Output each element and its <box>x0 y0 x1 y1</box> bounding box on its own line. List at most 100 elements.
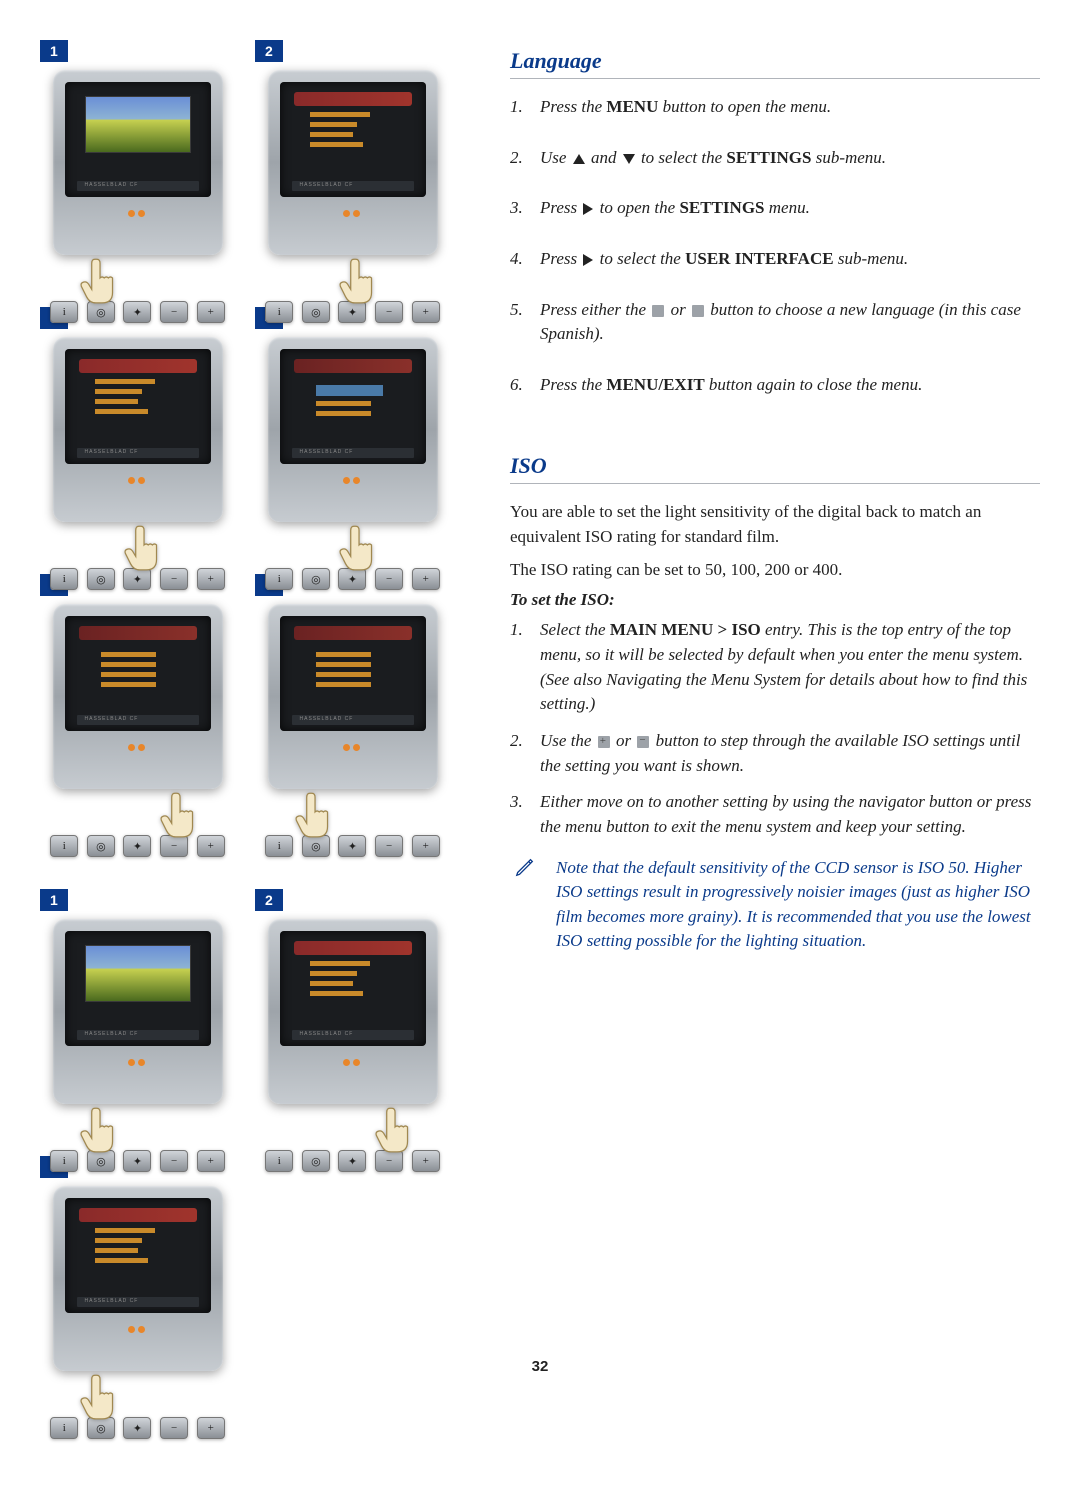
device-screen <box>65 349 211 464</box>
iso-heading: ISO <box>510 453 1040 484</box>
device-screen <box>280 349 426 464</box>
device-button[interactable]: i <box>265 1150 293 1172</box>
device-button[interactable]: − <box>160 1417 188 1439</box>
device-button[interactable]: ✦ <box>123 1417 151 1439</box>
step-item: Press either the or button to choose a n… <box>510 298 1040 347</box>
pen-note-icon <box>510 856 536 955</box>
device-button[interactable]: ✦ <box>123 1150 151 1172</box>
device-mock <box>53 70 223 255</box>
device-button[interactable]: ✦ <box>123 301 151 323</box>
device-button[interactable]: i <box>50 301 78 323</box>
device-button[interactable]: − <box>375 301 403 323</box>
device-button[interactable]: ◎ <box>87 1417 115 1439</box>
iso-intro-1: You are able to set the light sensitivit… <box>510 500 1040 549</box>
step-text: Press the <box>540 97 606 116</box>
device-button[interactable]: + <box>412 1150 440 1172</box>
device-button[interactable]: ◎ <box>302 1150 330 1172</box>
device-button[interactable]: − <box>160 301 188 323</box>
device-button[interactable]: i <box>50 1150 78 1172</box>
device-button[interactable]: ◎ <box>302 301 330 323</box>
device-button[interactable]: ◎ <box>87 1150 115 1172</box>
thumb-cell-4: 4 i ◎ ✦ − + <box>255 307 450 562</box>
device-button[interactable]: + <box>197 1417 225 1439</box>
device-button[interactable]: + <box>412 301 440 323</box>
step-text: Use <box>540 148 571 167</box>
square-button-icon <box>692 305 704 317</box>
device-button[interactable]: ◎ <box>87 568 115 590</box>
device-button[interactable]: + <box>197 1150 225 1172</box>
device-button[interactable]: ✦ <box>338 568 366 590</box>
device-button[interactable]: + <box>197 301 225 323</box>
step-text: Press <box>540 249 581 268</box>
device-button[interactable]: ✦ <box>338 301 366 323</box>
minus-button-icon <box>637 736 649 748</box>
step-bold: SETTINGS <box>679 198 764 217</box>
step-bold: MAIN MENU > ISO <box>610 620 761 639</box>
step-bold: MENU <box>606 97 658 116</box>
step-badge: 1 <box>40 40 68 62</box>
step-badge: 1 <box>40 889 68 911</box>
device-button[interactable]: ◎ <box>87 301 115 323</box>
device-button[interactable]: − <box>160 1150 188 1172</box>
step-text: Use the <box>540 731 596 750</box>
device-button[interactable]: ✦ <box>338 1150 366 1172</box>
device-mock <box>268 604 438 789</box>
device-button[interactable]: i <box>265 835 293 857</box>
device-button[interactable]: − <box>375 1150 403 1172</box>
device-button[interactable]: ◎ <box>87 835 115 857</box>
language-steps: Press the MENU button to open the menu. … <box>510 95 1040 397</box>
step-text: button to open the menu. <box>658 97 831 116</box>
step-bold: USER INTERFACE <box>685 249 833 268</box>
device-screen <box>65 616 211 731</box>
thumb-cell-2: 2 i ◎ ✦ − + <box>255 40 450 295</box>
device-button[interactable]: ◎ <box>302 835 330 857</box>
step-item: Press the MENU/EXIT button again to clos… <box>510 373 1040 398</box>
right-column: Language Press the MENU button to open t… <box>510 40 1040 1471</box>
device-button[interactable]: i <box>50 568 78 590</box>
device-button-row: i ◎ ✦ − + <box>40 293 235 331</box>
device-screen <box>65 931 211 1046</box>
step-text: Press the <box>540 375 606 394</box>
step-item: Use the or button to step through the av… <box>510 729 1040 778</box>
language-heading: Language <box>510 48 1040 79</box>
device-button[interactable]: − <box>160 835 188 857</box>
device-button[interactable]: + <box>197 835 225 857</box>
device-button[interactable]: + <box>197 568 225 590</box>
device-button[interactable]: i <box>50 1417 78 1439</box>
iso-subheading: To set the ISO: <box>510 590 1040 610</box>
step-badge: 2 <box>255 889 283 911</box>
thumb-cell-1: 1 i ◎ ✦ − + <box>40 889 235 1144</box>
device-button[interactable]: ✦ <box>123 568 151 590</box>
plus-button-icon <box>598 736 610 748</box>
triangle-up-icon <box>573 154 585 164</box>
device-button[interactable]: i <box>265 301 293 323</box>
left-column: 1 i ◎ ✦ − + <box>40 40 480 1471</box>
triangle-right-icon <box>583 254 593 266</box>
step-text: Either move on to another setting by usi… <box>540 792 1031 836</box>
step-text: sub-menu. <box>834 249 909 268</box>
iso-intro-2: The ISO rating can be set to 50, 100, 20… <box>510 558 1040 583</box>
device-button[interactable]: i <box>50 835 78 857</box>
device-button[interactable]: + <box>412 835 440 857</box>
device-button[interactable]: − <box>160 568 188 590</box>
step-text: Press either the <box>540 300 650 319</box>
device-button[interactable]: + <box>412 568 440 590</box>
device-button[interactable]: i <box>265 568 293 590</box>
device-button[interactable]: ◎ <box>302 568 330 590</box>
device-button[interactable]: ✦ <box>123 835 151 857</box>
thumb-cell-6: 6 i ◎ ✦ − + <box>255 574 450 829</box>
device-mock <box>268 70 438 255</box>
thumb-cell-3: 3 i ◎ ✦ − + <box>40 307 235 562</box>
step-item: Press to select the USER INTERFACE sub-m… <box>510 247 1040 272</box>
thumb-cell-1: 1 i ◎ ✦ − + <box>40 40 235 295</box>
device-button[interactable]: − <box>375 568 403 590</box>
step-item: Either move on to another setting by usi… <box>510 790 1040 839</box>
thumb-cell-5: 5 i ◎ ✦ − + <box>40 574 235 829</box>
note-text: Note that the default sensitivity of the… <box>552 856 1040 955</box>
device-mock <box>53 604 223 789</box>
step-text: and <box>587 148 621 167</box>
device-button[interactable]: ✦ <box>338 835 366 857</box>
triangle-right-icon <box>583 203 593 215</box>
step-text: or <box>666 300 690 319</box>
device-button[interactable]: − <box>375 835 403 857</box>
